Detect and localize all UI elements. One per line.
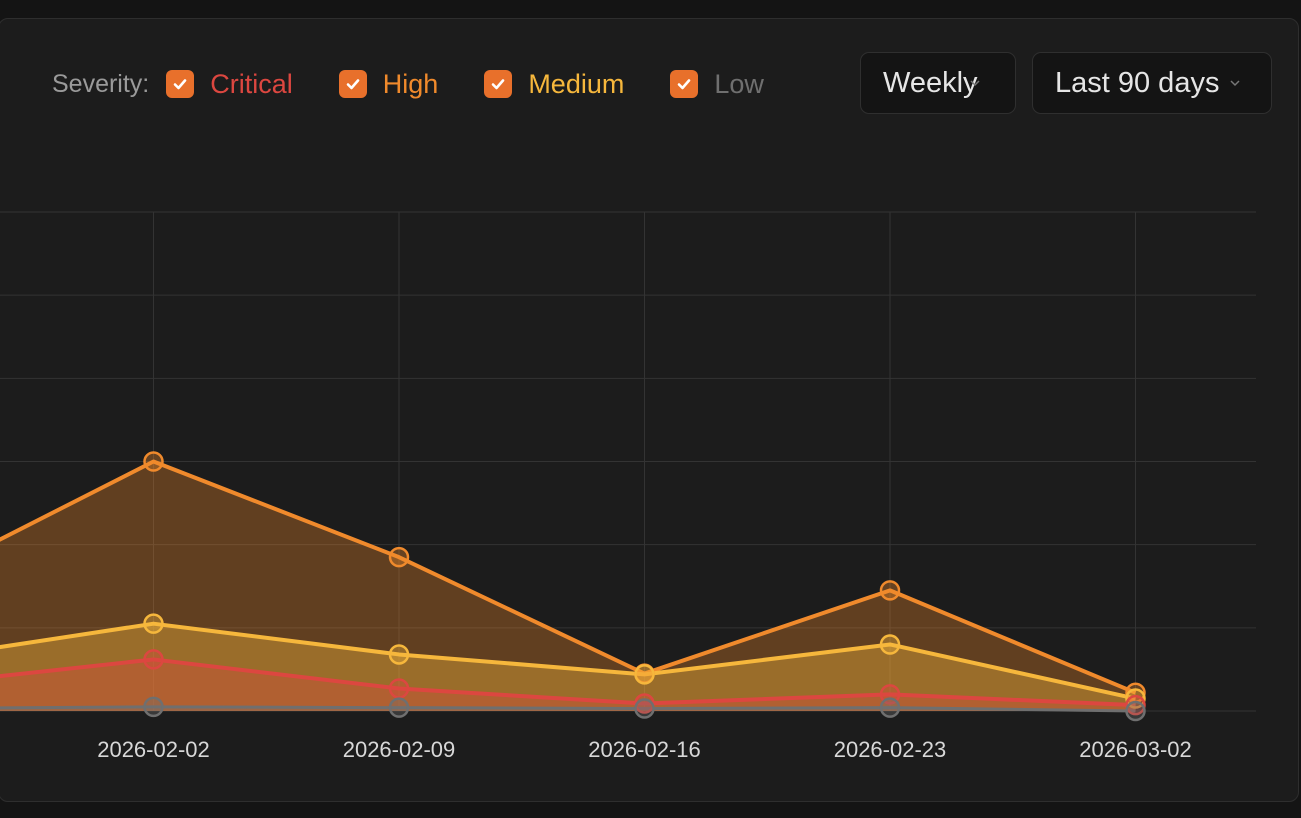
point-low[interactable] bbox=[634, 698, 655, 719]
area-critical bbox=[0, 659, 1136, 711]
point-medium[interactable] bbox=[634, 664, 655, 685]
point-critical[interactable] bbox=[388, 678, 410, 699]
chart-points bbox=[143, 451, 1146, 722]
chevron-down-icon bbox=[1230, 80, 1240, 87]
point-low[interactable] bbox=[143, 696, 164, 718]
line-low bbox=[0, 705, 1136, 713]
low-checkbox[interactable] bbox=[670, 70, 699, 98]
critical-label: Critical bbox=[210, 68, 293, 99]
line-medium bbox=[0, 621, 1136, 701]
x-axis: 2026-02-02 2026-02-09 2026-02-16 2026-02-23… bbox=[97, 737, 1192, 762]
range-select[interactable]: Last 90 days bbox=[1032, 52, 1272, 114]
high-checkbox[interactable] bbox=[338, 70, 367, 98]
point-low[interactable] bbox=[1125, 700, 1146, 722]
interval-select[interactable]: Weekly bbox=[860, 52, 1016, 114]
x-tick-label: 2026-02-02 bbox=[97, 737, 210, 762]
point-critical[interactable] bbox=[1125, 694, 1146, 716]
high-label: High bbox=[382, 68, 439, 99]
filter-low[interactable]: Low bbox=[670, 69, 764, 100]
low-label: Low bbox=[714, 68, 764, 99]
check-icon bbox=[678, 79, 691, 90]
severity-label: Severity: bbox=[52, 69, 150, 98]
x-tick-label: 2026-02-16 bbox=[588, 737, 701, 762]
filter-high[interactable]: High bbox=[338, 68, 439, 100]
critical-checkbox[interactable] bbox=[166, 70, 195, 98]
x-tick-label: 2026-02-23 bbox=[834, 737, 947, 762]
point-low[interactable] bbox=[388, 697, 410, 718]
point-medium[interactable] bbox=[143, 613, 164, 634]
line-critical bbox=[0, 657, 1136, 708]
point-critical[interactable] bbox=[143, 649, 164, 670]
point-high[interactable] bbox=[388, 546, 410, 568]
medium-checkbox[interactable] bbox=[484, 70, 513, 98]
line-high bbox=[0, 459, 1137, 695]
check-icon bbox=[492, 79, 505, 90]
point-medium[interactable] bbox=[388, 644, 410, 665]
filter-medium[interactable]: Medium bbox=[484, 69, 624, 100]
chart-grid bbox=[0, 211, 1256, 712]
point-high[interactable] bbox=[879, 580, 901, 601]
x-tick-label: 2026-03-02 bbox=[1079, 737, 1192, 762]
chart-series bbox=[0, 459, 1137, 713]
point-low[interactable] bbox=[879, 697, 901, 718]
chevron-down-icon bbox=[970, 80, 980, 87]
point-medium[interactable] bbox=[879, 634, 901, 655]
point-critical[interactable] bbox=[634, 693, 655, 714]
area-medium bbox=[0, 623, 1136, 711]
x-tick-label: 2026-02-09 bbox=[343, 737, 456, 762]
interval-value: Weekly bbox=[883, 66, 978, 99]
medium-label: Medium bbox=[528, 68, 625, 99]
filter-critical[interactable]: Critical bbox=[166, 69, 293, 100]
check-icon bbox=[173, 79, 187, 90]
point-high[interactable] bbox=[143, 451, 164, 472]
check-icon bbox=[346, 79, 360, 90]
severity-filter: Severity: Critical High Medium Low bbox=[52, 66, 764, 102]
range-value: Last 90 days bbox=[1055, 66, 1220, 99]
